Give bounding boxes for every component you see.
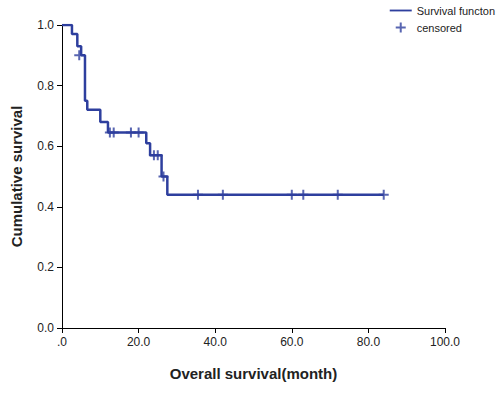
svg-text:100.0: 100.0 xyxy=(430,335,460,349)
svg-text:Overall survival(month): Overall survival(month) xyxy=(170,365,338,382)
svg-text:censored: censored xyxy=(417,22,462,34)
svg-text:80.0: 80.0 xyxy=(357,335,381,349)
svg-text:0.8: 0.8 xyxy=(37,79,54,93)
svg-text:60.0: 60.0 xyxy=(280,335,304,349)
svg-text:40.0: 40.0 xyxy=(204,335,228,349)
svg-text:0.2: 0.2 xyxy=(37,260,54,274)
svg-text:1.0: 1.0 xyxy=(37,18,54,32)
svg-text:.0: .0 xyxy=(57,335,67,349)
svg-text:0.4: 0.4 xyxy=(37,200,54,214)
svg-text:20.0: 20.0 xyxy=(127,335,151,349)
svg-text:0.6: 0.6 xyxy=(37,139,54,153)
svg-text:Survival functon: Survival functon xyxy=(417,5,495,17)
svg-text:Cumulative survival: Cumulative survival xyxy=(8,106,25,248)
svg-text:0.0: 0.0 xyxy=(37,321,54,335)
